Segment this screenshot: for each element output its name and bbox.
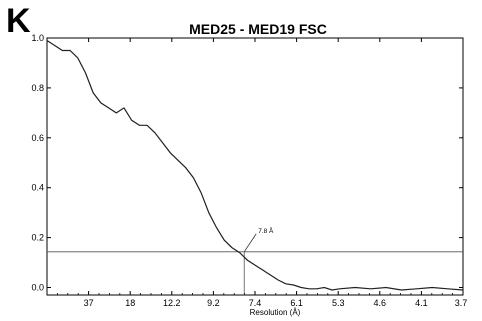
chart-title: MED25 - MED19 FSC <box>189 21 327 37</box>
crossing-annotation: 7.8 Å <box>258 226 274 235</box>
plot-frame <box>46 37 464 296</box>
fsc-curve <box>46 39 464 291</box>
x-tick-label: 3.7 <box>455 298 468 308</box>
x-tick-label: 7.4 <box>249 298 262 308</box>
crossing-pointer <box>243 233 257 253</box>
y-tick-label: 0.2 <box>31 233 44 243</box>
y-tick-label: 0.8 <box>31 83 44 93</box>
x-axis-label: Resolution (Å) <box>250 308 301 317</box>
x-tick-label: 9.2 <box>207 298 220 308</box>
y-tick-label: 1.0 <box>31 33 44 43</box>
axis-ticks: 0.0 0.2 0.4 0.6 0.8 1.0 37 18 12.2 9.2 7.4 6.1 5.3 4.… <box>31 33 467 308</box>
y-tick-label: 0.6 <box>31 133 44 143</box>
threshold-lines <box>47 233 463 295</box>
x-tick-label: 6.1 <box>290 298 303 308</box>
x-tick-label: 12.2 <box>163 298 181 308</box>
x-tick-label: 5.3 <box>332 298 345 308</box>
x-tick-label: 4.6 <box>374 298 387 308</box>
y-tick-label: 0.4 <box>31 183 44 193</box>
y-tick-label: 0.0 <box>31 283 44 293</box>
x-tick-label: 37 <box>84 298 94 308</box>
panel-label: K <box>6 2 31 40</box>
x-tick-label: 4.1 <box>415 298 428 308</box>
x-tick-label: 18 <box>125 298 135 308</box>
